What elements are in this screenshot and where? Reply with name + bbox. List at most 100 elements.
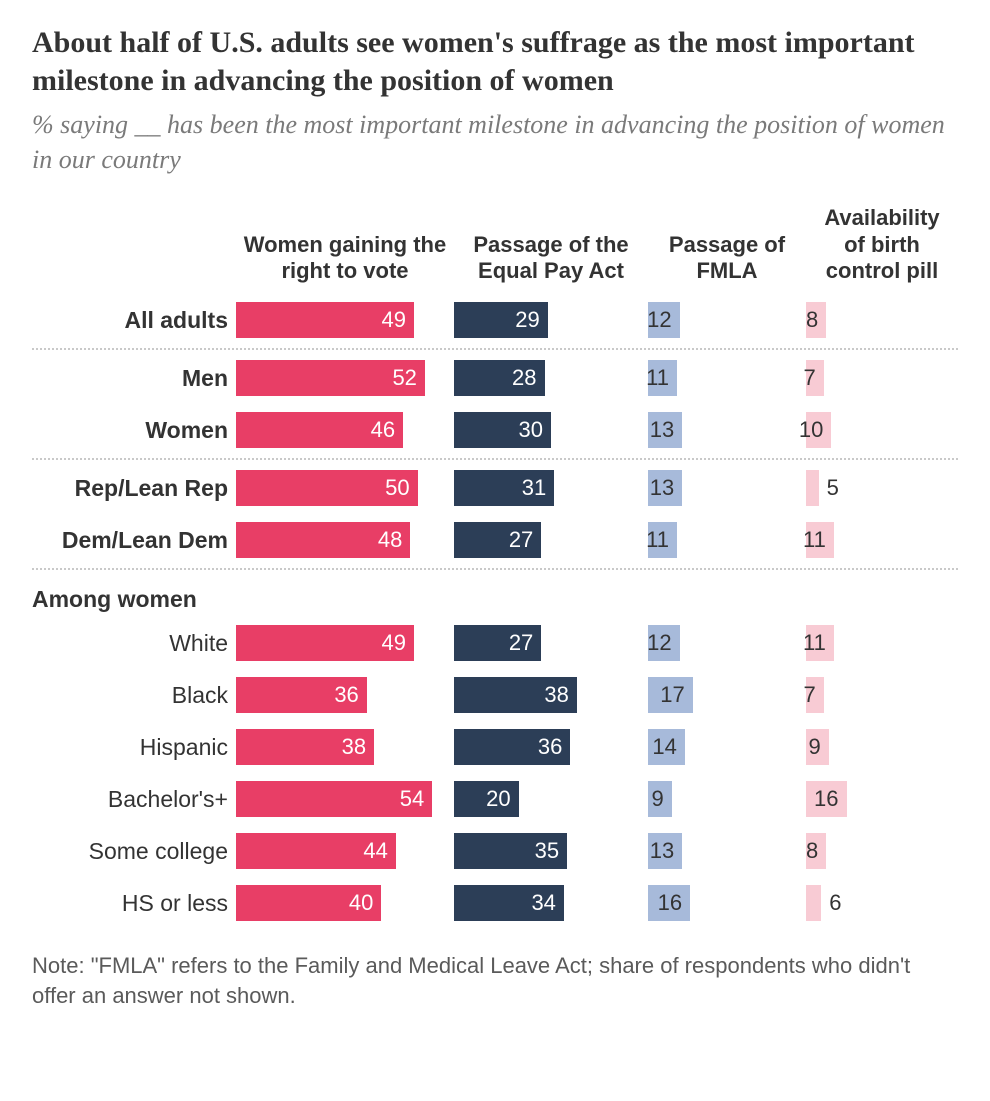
column-header: Women gaining the right to vote: [236, 232, 454, 285]
bar-cell: 49: [236, 617, 454, 669]
bar-cell: 12: [648, 617, 806, 669]
bar: 31: [454, 470, 554, 506]
bar-cell: 40: [236, 877, 454, 929]
bar-cell: 49: [236, 294, 454, 346]
bar-cell: 11: [648, 352, 806, 404]
bar: 9: [806, 729, 829, 765]
table-row: Rep/Lean Rep5031135: [32, 462, 958, 514]
bar: 10: [806, 412, 831, 448]
chart-title: About half of U.S. adults see women's su…: [32, 24, 958, 99]
bar: 49: [236, 625, 414, 661]
bar-cell: 10: [806, 404, 958, 456]
bar: 35: [454, 833, 567, 869]
bar: 36: [236, 677, 367, 713]
bar-cell: 38: [454, 669, 648, 721]
group-divider: [32, 348, 958, 350]
bar: 50: [236, 470, 418, 506]
bar-value: 5: [823, 475, 839, 501]
bar: 34: [454, 885, 564, 921]
bar: 11: [806, 625, 834, 661]
chart-note: Note: "FMLA" refers to the Family and Me…: [32, 951, 958, 1010]
bar: 29: [454, 302, 548, 338]
bar: 13: [648, 412, 682, 448]
group-divider: [32, 458, 958, 460]
bar-cell: 12: [648, 294, 806, 346]
bar: 13: [648, 833, 682, 869]
row-label: All adults: [32, 307, 236, 334]
row-label: Women: [32, 417, 236, 444]
bar-cell: 16: [806, 773, 958, 825]
table-row: Women4630 13 10: [32, 404, 958, 456]
column-headers: Women gaining the right to votePassage o…: [32, 205, 958, 284]
bar-cell: 48: [236, 514, 454, 566]
bar-cell: 11: [648, 514, 806, 566]
bar: 16: [648, 885, 690, 921]
bar-cell: 28: [454, 352, 648, 404]
column-header: Availability of birth control pill: [806, 205, 958, 284]
bar: 12: [648, 625, 680, 661]
bar-cell: 9: [648, 773, 806, 825]
row-label: Black: [32, 682, 236, 709]
bar-cell: 29: [454, 294, 648, 346]
bar-cell: 8: [806, 294, 958, 346]
bar-cell: 13: [648, 825, 806, 877]
row-label: HS or less: [32, 890, 236, 917]
bar: 16: [806, 781, 847, 817]
bar: 12: [648, 302, 680, 338]
bar-cell: 27: [454, 617, 648, 669]
bar-cell: 17: [648, 669, 806, 721]
row-label: Dem/Lean Dem: [32, 527, 236, 554]
bar-cell: 31: [454, 462, 648, 514]
bar-cell: 20: [454, 773, 648, 825]
bar-cell: 6: [806, 877, 958, 929]
bar: 14: [648, 729, 685, 765]
bar-cell: 5: [806, 462, 958, 514]
section-label: Among women: [32, 572, 958, 617]
column-header: Passage of the Equal Pay Act: [454, 232, 648, 285]
bar: 54: [236, 781, 432, 817]
bar-cell: 27: [454, 514, 648, 566]
bar-cell: 7: [806, 669, 958, 721]
bar-cell: 11: [806, 617, 958, 669]
row-label: Some college: [32, 838, 236, 865]
bar-cell: 38: [236, 721, 454, 773]
bar-cell: 36: [454, 721, 648, 773]
table-row: Some college44 35 13 8: [32, 825, 958, 877]
bar-cell: 13: [648, 404, 806, 456]
bar-cell: 30: [454, 404, 648, 456]
bar: 20: [454, 781, 519, 817]
bar-cell: 8: [806, 825, 958, 877]
bar: 7: [806, 360, 824, 396]
bar: 30: [454, 412, 551, 448]
bar-cell: 35: [454, 825, 648, 877]
bar: 44: [236, 833, 396, 869]
bar: 9: [648, 781, 672, 817]
bar: 11: [648, 522, 677, 558]
table-row: All adults49 29 12 8: [32, 294, 958, 346]
bar: 49: [236, 302, 414, 338]
bar: 17: [648, 677, 693, 713]
table-row: Black36 38 17 7: [32, 669, 958, 721]
bar: 8: [806, 302, 826, 338]
group-divider: [32, 568, 958, 570]
chart-subtitle: % saying __ has been the most important …: [32, 107, 958, 177]
bar-cell: 36: [236, 669, 454, 721]
row-label: Bachelor's+: [32, 786, 236, 813]
bar-cell: 11: [806, 514, 958, 566]
table-row: Hispanic383614 9: [32, 721, 958, 773]
bar-cell: 14: [648, 721, 806, 773]
row-label: Hispanic: [32, 734, 236, 761]
bar: 38: [454, 677, 577, 713]
bar: 27: [454, 522, 541, 558]
row-label: White: [32, 630, 236, 657]
bar-cell: 7: [806, 352, 958, 404]
bar: 40: [236, 885, 381, 921]
bar-cell: 46: [236, 404, 454, 456]
bar: [806, 885, 821, 921]
bar: [806, 470, 819, 506]
bar-cell: 16: [648, 877, 806, 929]
bar-chart: Women gaining the right to votePassage o…: [32, 205, 958, 929]
bar: 8: [806, 833, 826, 869]
table-row: HS or less40 34 16 6: [32, 877, 958, 929]
table-row: White49 2712 11: [32, 617, 958, 669]
